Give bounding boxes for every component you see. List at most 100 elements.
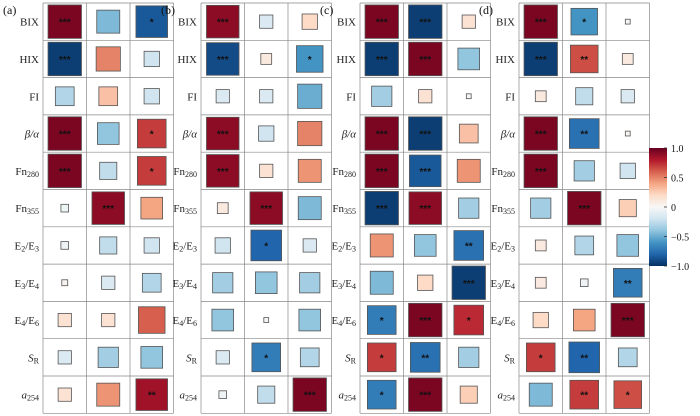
row-label: E3/E4 [172,278,197,291]
row-label: E4/E6 [490,315,515,328]
correlation-square [143,237,160,254]
correlation-square [523,153,558,188]
heatmap-panel: (a)BIX *** *HIX ***FIβ/α *** *Fn280 *** *Fn355 *… [3,2,174,414]
row-label: β/α [182,129,198,141]
correlation-square [624,130,631,137]
correlation-square [101,313,116,328]
correlation-square [297,158,322,183]
correlation-square [618,199,637,218]
correlation-square [364,41,399,77]
significance-label: ** [624,279,632,290]
significance-label: *** [622,316,634,327]
correlation-square [534,239,547,252]
correlation-square [617,347,638,368]
significance-label: *** [535,130,547,141]
correlation-square [297,196,322,221]
significance-label: * [150,130,154,141]
correlation-square [215,350,230,365]
correlation-square [143,50,160,68]
correlation-square [459,385,478,404]
correlation-square [408,4,443,39]
correlation-square [621,53,634,65]
correlation-square [369,270,394,295]
correlation-square [409,154,442,188]
row-label: E4/E6 [172,315,197,328]
significance-label: ** [148,391,156,402]
correlation-square [259,89,274,104]
correlation-square [575,87,594,106]
correlation-square [568,341,600,374]
significance-label: *** [376,55,388,66]
row-label: HIX [177,54,197,66]
row-label: Fn355 [332,203,356,216]
correlation-square [570,44,599,74]
row-label: E2/E3 [331,240,356,253]
correlation-square [418,89,433,104]
row-label: E2/E3 [14,240,39,253]
row-label: E2/E3 [172,240,197,253]
correlation-square [250,229,282,262]
correlation-square [364,4,399,39]
panel-label: (b) [161,3,175,17]
correlation-square [260,53,273,65]
correlation-square [60,203,69,213]
significance-label: ** [580,55,588,66]
heatmap-panel: (c)BIX *** ***HIX *** ***FIβ/α *** ***Fn280 ***… [320,2,491,414]
correlation-square [567,191,602,226]
significance-label: *** [419,130,431,141]
correlation-square [453,304,485,336]
correlation-square [456,158,481,183]
row-label: SR [28,352,40,365]
correlation-square [258,125,275,142]
correlation-square [216,202,229,214]
correlation-square [214,237,231,254]
row-label: E4/E6 [331,315,356,328]
significance-label: *** [59,55,71,66]
panel-label: (a) [3,3,16,17]
correlation-square [568,118,600,149]
significance-label: ** [580,130,588,141]
correlation-square [97,346,119,368]
row-label: Fn280 [173,166,197,179]
row-label: BIX [20,17,39,29]
significance-label: *** [59,130,71,141]
correlation-square [523,4,558,39]
correlation-square [573,160,595,182]
correlation-square [259,14,274,29]
correlation-square [458,197,480,219]
row-label: E3/E4 [14,278,39,291]
row-label: Fn355 [173,203,197,216]
significance-label: *** [102,204,114,215]
significance-label: *** [376,204,388,215]
correlation-square [580,278,589,287]
significance-label: *** [419,316,431,327]
row-label: β/α [24,129,40,141]
colorbar-tick-label: −1.0 [671,262,689,273]
colorbar: 1.0 0.5 0 −0.5 −1.0 [649,144,689,273]
significance-label: * [467,316,471,327]
significance-label: * [150,18,154,29]
correlation-square [297,121,323,147]
colorbar-tick-label: 1.0 [671,144,684,155]
significance-label: *** [535,18,547,29]
significance-label: *** [419,18,431,29]
correlation-square [135,5,168,38]
correlation-square [613,268,643,298]
correlation-square [414,234,437,257]
correlation-square [367,305,397,335]
significance-label: ** [580,353,588,364]
correlation-square [364,116,399,151]
significance-label: * [582,18,586,29]
correlation-square [569,379,599,410]
significance-label: *** [304,391,316,402]
significance-label: *** [463,279,475,290]
correlation-square [137,156,167,186]
correlation-square [523,41,558,77]
correlation-square [364,191,399,226]
correlation-square [140,346,163,369]
correlation-square [135,378,168,411]
row-label: BIX [496,17,515,29]
correlation-square [140,196,163,220]
significance-label: *** [535,55,547,66]
significance-label: * [380,353,384,364]
